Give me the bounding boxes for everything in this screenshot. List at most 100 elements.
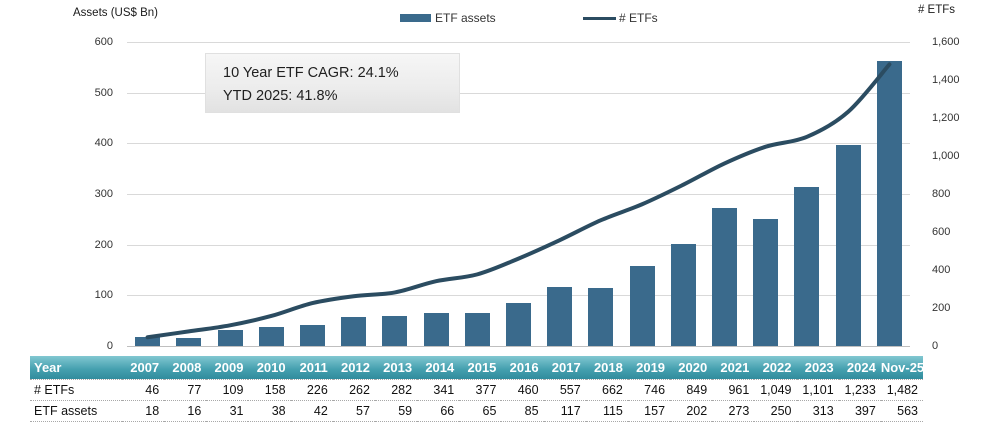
legend-item-etf-assets: ETF assets (400, 11, 496, 25)
left-axis-tick: 200 (94, 238, 113, 251)
table-cell: 563 (880, 400, 923, 422)
left-axis-tick: 600 (94, 36, 113, 48)
left-axis-tick: 400 (94, 137, 113, 150)
bar-swatch-icon (400, 14, 431, 22)
table-cell: 1,233 (838, 379, 881, 401)
table-cell: 202 (670, 400, 713, 422)
right-axis-tick: 1,400 (932, 74, 960, 86)
plot-area (127, 42, 910, 347)
table-cell: 1,101 (796, 379, 839, 401)
table-cell: 250 (754, 400, 797, 422)
table-cell: 66 (417, 400, 460, 422)
table-cell: 1,482 (880, 379, 923, 401)
table-cell: 397 (838, 400, 881, 422)
data-table: Year 2007 2008 2009 2010 2011 2012 2013 2014 201… (30, 356, 923, 422)
right-axis-tick: 1,000 (932, 150, 960, 162)
table-cell: 77 (164, 379, 207, 401)
legend-label-num-etfs: # ETFs (619, 11, 658, 25)
table-header-2009: 2009 (214, 360, 244, 375)
table-header-2019: 2019 (636, 360, 666, 375)
table-cell: 262 (332, 379, 375, 401)
table-header-2022: 2022 (762, 360, 792, 375)
table-header-2024: 2024 (846, 360, 876, 375)
table-cell: 313 (796, 400, 839, 422)
right-axis-tick: 600 (932, 226, 951, 238)
table-cell: 849 (670, 379, 713, 401)
table-cell: 85 (501, 400, 544, 422)
table-header-2011: 2011 (299, 360, 328, 375)
bar-2019 (629, 266, 655, 346)
table-cell: 557 (543, 379, 586, 401)
left-axis-title: Assets (US$ Bn) (73, 7, 158, 19)
bar-2011 (299, 324, 325, 346)
num-etfs-line (145, 62, 892, 340)
table-header-2023: 2023 (804, 360, 834, 375)
bar-2022 (753, 219, 779, 346)
gridline (127, 194, 910, 195)
table-cell: 65 (459, 400, 502, 422)
annotation-ytd: YTD 2025: 41.8% (223, 88, 338, 104)
gridline (127, 42, 910, 43)
left-axis-tick: 0 (106, 340, 113, 352)
table-cell: 59 (374, 400, 418, 422)
table-cell: 1,049 (754, 379, 797, 401)
bar-2008 (176, 337, 202, 346)
gridline (127, 244, 910, 246)
line-swatch-icon (583, 16, 616, 20)
legend-label-etf-assets: ETF assets (435, 11, 496, 25)
table-header-2010: 2010 (256, 360, 286, 375)
table-row: ETF assets 18 16 31 38 42 57 59 66 65 85 117 115 157 2… (30, 400, 923, 422)
table-header-2015: 2015 (467, 360, 497, 375)
table-cell: 57 (332, 400, 375, 422)
table-header-2013: 2013 (383, 360, 413, 375)
table-cell: 42 (290, 400, 333, 422)
table-header-2012: 2012 (341, 360, 370, 375)
bar-2016 (506, 302, 531, 346)
bar-2012 (341, 317, 367, 346)
annotation-box: 10 Year ETF CAGR: 24.1% YTD 2025: 41.8% (205, 53, 460, 113)
table-header-row: Year 2007 2008 2009 2010 2011 2012 2013 2014 201… (30, 356, 923, 380)
bar-2007 (135, 336, 161, 346)
table-header-2017: 2017 (551, 360, 581, 375)
gridline (127, 143, 910, 145)
bar-2013 (382, 316, 408, 346)
bar-2018 (588, 287, 614, 346)
bar-2010 (258, 326, 284, 346)
right-axis-tick: 1,600 (932, 36, 960, 48)
row-label: # ETFs (30, 379, 122, 401)
bar-Nov-25 (876, 60, 902, 346)
left-axis-tick: 100 (94, 289, 113, 302)
bar-2017 (547, 286, 573, 346)
right-axis-title: # ETFs (917, 4, 955, 16)
table-cell: 226 (290, 379, 333, 401)
bar-2024 (835, 144, 861, 346)
table-cell: 18 (122, 400, 165, 422)
table-header-2008: 2008 (172, 360, 202, 375)
table-cell: 109 (206, 379, 249, 401)
annotation-cagr: 10 Year ETF CAGR: 24.1% (223, 65, 399, 81)
right-axis-tick: 400 (932, 264, 951, 276)
table-header-2021: 2021 (720, 360, 750, 375)
table-header-2007: 2007 (130, 360, 160, 375)
table-cell: 746 (627, 379, 671, 401)
table-header-Nov-25: Nov-25 (880, 360, 923, 375)
table-header-2018: 2018 (593, 360, 623, 375)
table-cell: 38 (248, 400, 291, 422)
table-cell: 961 (712, 379, 755, 401)
legend: ETF assets # ETFs (0, 9, 995, 29)
legend-item-num-etfs: # ETFs (583, 11, 658, 25)
table-cell: 158 (248, 379, 291, 401)
table-cell: 16 (164, 400, 207, 422)
right-axis-tick: 200 (932, 302, 951, 314)
bar-2021 (712, 207, 738, 346)
table-header-year: Year (34, 360, 62, 375)
table-cell: 157 (627, 400, 671, 422)
table-cell: 377 (459, 379, 502, 401)
table-cell: 31 (206, 400, 249, 422)
bar-2014 (423, 312, 449, 346)
table-cell: 115 (585, 400, 628, 422)
bar-2023 (794, 187, 820, 346)
bar-2015 (464, 313, 490, 346)
table-cell: 662 (585, 379, 628, 401)
